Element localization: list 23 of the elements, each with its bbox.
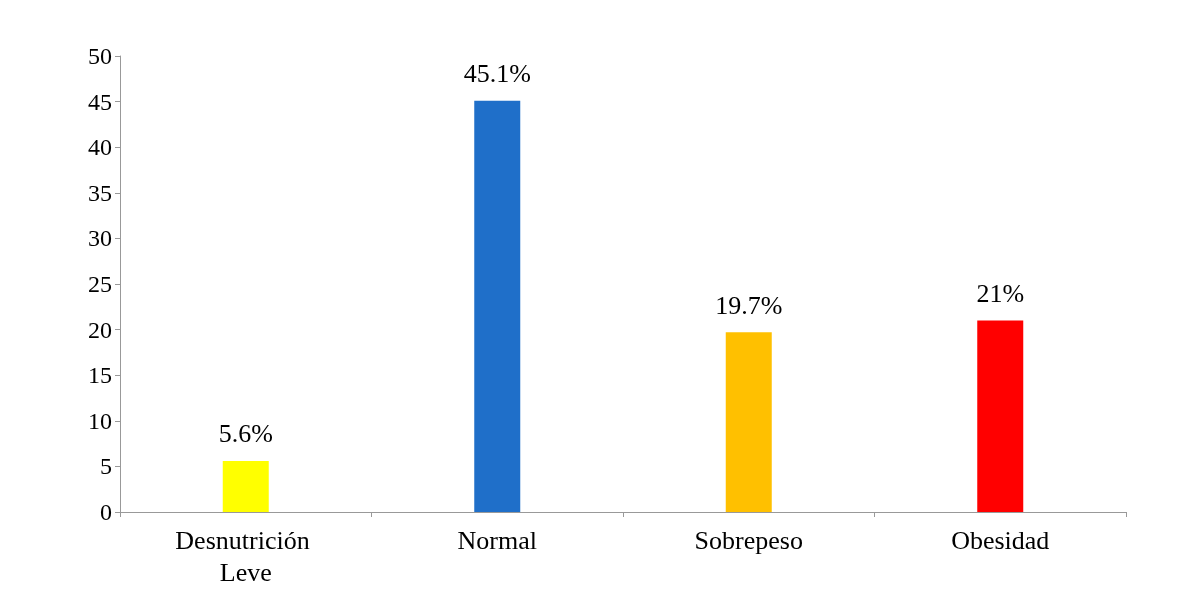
x-tick-label: Sobrepeso: [694, 525, 803, 555]
y-tick-label: 0: [100, 499, 112, 525]
y-tick-label: 10: [88, 407, 112, 434]
data-label: 19.7%: [715, 290, 783, 320]
data-label: 5.6%: [218, 419, 273, 449]
y-tick-label: 5: [100, 453, 112, 480]
y-tick-label: 15: [88, 362, 112, 389]
y-tick-label: 25: [88, 271, 112, 297]
bar: [725, 332, 772, 512]
x-tick-label: Normal: [457, 525, 537, 555]
y-tick-label: 40: [88, 134, 112, 161]
data-label: 21%: [976, 278, 1025, 308]
bar: [222, 460, 269, 512]
x-tick-label: Desnutrición Leve: [175, 525, 317, 587]
y-tick-label: 30: [88, 225, 112, 252]
y-tick-label: 50: [88, 43, 112, 69]
bar: [474, 100, 521, 512]
bar: [977, 320, 1024, 512]
y-tick-label: 45: [88, 88, 112, 115]
y-tick-label: 35: [88, 179, 112, 206]
y-tick-label: 20: [88, 316, 112, 343]
x-tick-label: Obesidad: [951, 525, 1050, 555]
data-label: 45.1%: [463, 59, 531, 89]
